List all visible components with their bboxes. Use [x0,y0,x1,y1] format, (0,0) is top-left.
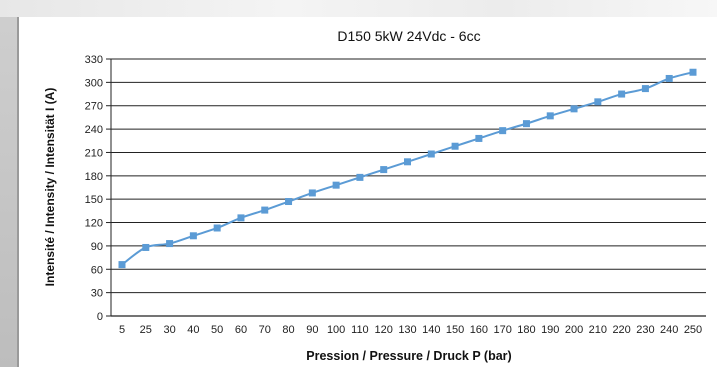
data-point-marker [475,134,483,142]
y-tick-labels: 0 30 60 90 120 150 180 210 240 270 300 330 [85,54,103,323]
data-point-marker [189,232,197,240]
data-point-marker [166,240,174,248]
gridlines [106,58,706,317]
x-tick-labels: 5 25 30 40 50 60 70 80 90 100 110 120 130 140 150 160 17… [119,324,702,336]
data-point-marker [594,98,602,106]
y-tick-label: 180 [85,171,103,183]
x-tick-label: 40 [187,324,199,336]
y-tick-label: 300 [85,77,103,89]
data-point-marker [546,112,554,120]
data-point-marker [570,105,578,113]
chart-panel [17,17,717,367]
data-point-marker [451,142,459,150]
data-point-marker [618,90,626,98]
data-point-marker [641,85,649,93]
y-tick-label: 120 [85,218,103,230]
data-point-marker [308,189,316,197]
x-tick-label: 80 [282,324,294,336]
data-point-marker [213,224,221,232]
x-tick-label: 100 [327,324,345,336]
x-tick-label: 70 [259,324,271,336]
x-tick-label: 140 [422,324,440,336]
x-tick-label: 110 [351,324,369,336]
data-point-marker [499,127,507,135]
x-tick-label: 130 [398,324,416,336]
series-line [118,68,697,269]
x-tick-label: 200 [565,324,583,336]
data-point-marker [142,243,150,251]
data-point-marker [237,214,245,222]
y-tick-label: 90 [91,241,103,253]
data-point-marker [118,261,126,269]
x-tick-label: 220 [612,324,630,336]
y-tick-label: 270 [85,101,103,113]
x-tick-label: 210 [589,324,607,336]
data-point-marker [332,181,340,189]
x-tick-label: 170 [493,324,511,336]
y-axis-label: Intensité / Intensity / Intensität I (A) [43,88,57,287]
x-tick-label: 25 [140,324,152,336]
y-tick-label: 30 [91,288,103,300]
x-tick-label: 60 [235,324,247,336]
data-point-marker [522,120,530,128]
data-point-marker [427,150,435,158]
x-tick-label: 150 [446,324,464,336]
y-tick-label: 60 [91,264,103,276]
data-point-marker [665,74,673,82]
panel-left-border [17,17,19,367]
data-point-marker [285,198,293,206]
x-tick-label: 190 [541,324,559,336]
x-tick-label: 30 [163,324,175,336]
x-tick-label: 120 [375,324,393,336]
data-point-marker [689,68,697,76]
y-tick-label: 240 [85,124,103,136]
x-tick-label: 180 [517,324,535,336]
y-tick-label: 210 [85,147,103,159]
y-tick-label: 150 [85,194,103,206]
chart-title: D150 5kW 24Vdc - 6cc [337,28,480,44]
x-tick-label: 160 [470,324,488,336]
x-tick-label: 230 [636,324,654,336]
y-tick-label: 0 [97,311,103,323]
x-tick-label: 90 [306,324,318,336]
y-tick-label: 330 [85,54,103,66]
x-tick-label: 240 [660,324,678,336]
x-tick-label: 5 [119,324,125,336]
data-point-marker [380,166,388,174]
background-left-strip [0,0,17,367]
data-point-marker [356,173,364,181]
series-line-path [121,71,694,266]
background-top-strip [0,0,717,17]
x-tick-label: 250 [684,324,702,336]
data-point-marker [261,206,269,214]
x-axis-label: Pression / Pressure / Druck P (bar) [306,349,511,363]
x-tick-label: 50 [211,324,223,336]
data-point-marker [404,158,411,166]
